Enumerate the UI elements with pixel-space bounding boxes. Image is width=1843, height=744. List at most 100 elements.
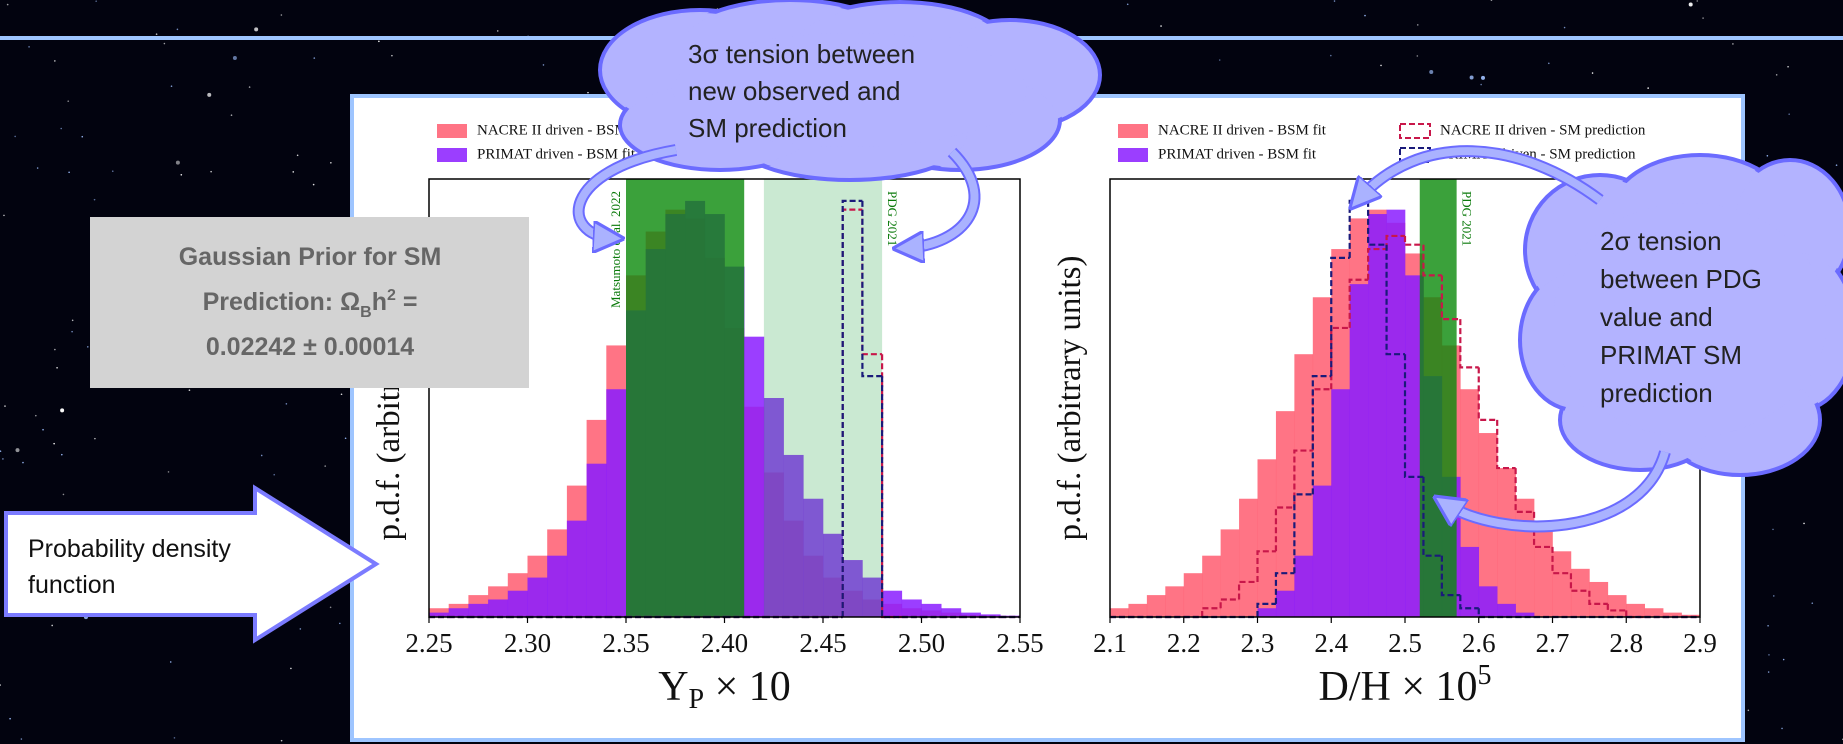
x-label-main: Y — [658, 664, 688, 710]
legend-label: NACRE II driven - BSM fit — [477, 122, 646, 138]
star — [1747, 709, 1750, 712]
prior-box — [90, 217, 529, 388]
star — [42, 428, 44, 431]
histogram-bar — [882, 590, 903, 617]
histogram-step — [1606, 603, 1627, 612]
x-tick-label: 2.45 — [799, 628, 846, 658]
star — [1416, 24, 1419, 26]
x-tick-label: 2.55 — [996, 628, 1043, 658]
star — [15, 448, 20, 453]
star — [1781, 727, 1783, 730]
histogram-bar — [586, 463, 607, 617]
histogram-step — [1293, 493, 1313, 574]
histogram-bar — [1515, 612, 1535, 617]
star — [94, 437, 96, 440]
histogram-step — [1385, 244, 1405, 356]
histogram-step — [1311, 375, 1332, 495]
x-label-sub: P — [689, 684, 705, 715]
star — [3, 214, 5, 217]
star — [60, 408, 65, 413]
x-tick-label: 2.9 — [1683, 628, 1717, 658]
prior-text: 0.02242 ± 0.00014 — [206, 333, 414, 361]
histogram-bar — [448, 608, 469, 617]
star — [1563, 26, 1566, 29]
prior-sup: 2 — [387, 287, 396, 304]
histogram-bar — [1257, 608, 1277, 617]
x-tick-label: 2.4 — [1314, 628, 1348, 658]
histogram-step — [841, 199, 863, 617]
star — [14, 135, 16, 138]
histogram-bar — [1294, 555, 1314, 617]
star — [167, 471, 170, 473]
histogram-bar — [1220, 529, 1240, 617]
histogram-bar — [1626, 603, 1645, 617]
cloud-fill — [673, 33, 1027, 147]
star — [169, 661, 172, 663]
histogram-bar — [429, 612, 449, 617]
star — [1364, 14, 1366, 17]
star — [111, 170, 114, 173]
histogram-bar — [1183, 573, 1203, 617]
histogram-step — [1459, 595, 1479, 610]
histogram-bar — [901, 599, 922, 617]
histogram-bar — [1589, 581, 1609, 617]
band-label: Matsumoto et al. 2022 — [608, 191, 623, 308]
histogram-bar — [1663, 612, 1682, 617]
star — [296, 154, 299, 157]
histogram-step — [1330, 326, 1350, 390]
star — [180, 173, 183, 176]
histogram-step — [1367, 247, 1387, 280]
histogram-bar — [527, 577, 548, 617]
histogram-step — [1237, 580, 1258, 600]
star — [1775, 74, 1778, 76]
histogram-bar — [1386, 209, 1406, 617]
star — [173, 737, 176, 739]
histogram-step — [1293, 449, 1313, 508]
histogram-bar — [566, 520, 587, 617]
chart: Matsumoto et al. 2022 PDG 2021 2.25 2.30 2.3… — [371, 122, 1044, 715]
star — [61, 453, 63, 456]
star — [230, 114, 233, 116]
histogram-step — [1348, 278, 1369, 328]
arrow-label: function — [28, 571, 116, 599]
star — [313, 57, 316, 59]
histogram-bar — [862, 577, 883, 617]
star — [56, 366, 58, 369]
x-label-main: D/H × 10 — [1318, 664, 1477, 710]
chart: PDG 2021 2.1 2.2 2.3 2.4 2.5 2.6 2.7 2.8 2.9 D/H ×… — [1052, 122, 1717, 710]
histogram-step — [1219, 598, 1240, 609]
histogram-bar — [606, 389, 627, 617]
star — [1330, 54, 1332, 57]
histogram-step — [1551, 546, 1571, 575]
band-label: PDG 2021 — [1460, 191, 1475, 246]
legend-label: PRIMAT driven - BSM fit — [477, 146, 636, 162]
callout-cloud — [598, 0, 1102, 182]
star — [1688, 2, 1693, 7]
x-tick-label: 2.8 — [1609, 628, 1643, 658]
star — [1490, 0, 1493, 2]
star — [1766, 154, 1769, 157]
callout-text: 2σ tension — [1600, 226, 1722, 256]
y-axis-label: p.d.f. (arbitrary units) — [1052, 256, 1088, 541]
star — [324, 465, 327, 467]
histogram-bar — [1165, 586, 1185, 617]
prior-text: Prediction: ΩBh2 = — [203, 287, 418, 321]
star — [71, 330, 73, 333]
star — [51, 624, 53, 627]
star — [344, 437, 347, 440]
callout-text: value and — [1600, 302, 1713, 332]
histogram-bar — [1275, 590, 1295, 617]
x-label-rest: × 10 — [704, 664, 791, 710]
star — [1416, 55, 1419, 57]
star — [248, 86, 251, 88]
curved-arrow — [1358, 147, 1603, 200]
legend-label: NACRE II driven - SM prediction — [1440, 122, 1646, 138]
star — [1767, 671, 1770, 673]
star — [54, 348, 56, 351]
curved-arrow — [1444, 450, 1669, 531]
histogram-step — [1496, 419, 1516, 470]
star — [1811, 602, 1814, 604]
star — [329, 606, 332, 609]
star — [62, 493, 65, 496]
